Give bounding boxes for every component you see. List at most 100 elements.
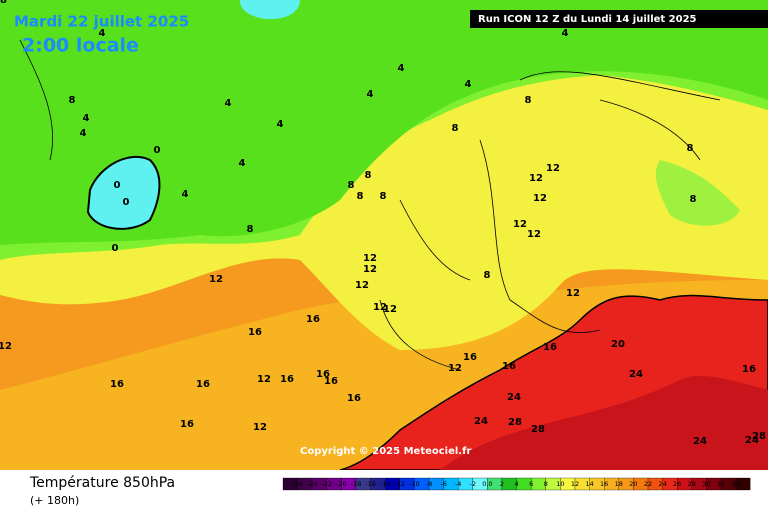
contour-label: 12 — [513, 219, 527, 230]
legend-label: 8 — [544, 480, 548, 488]
contour-label: 12 — [566, 288, 580, 299]
contour-label: 12 — [209, 274, 223, 285]
legend-label: -12 — [394, 480, 405, 488]
contour-label: 8 — [247, 224, 254, 235]
legend-label: -24 — [307, 480, 318, 488]
contour-label: 24 — [745, 435, 759, 446]
run-info: Run ICON 12 Z du Lundi 14 juillet 2025 — [478, 14, 697, 25]
legend-label: -14 — [380, 480, 391, 488]
contour-label: 12 — [383, 304, 397, 315]
contour-label: 24 — [507, 392, 521, 403]
contour-label: 4 — [465, 79, 472, 90]
contour-label: 8 — [690, 194, 697, 205]
zone-cyan — [86, 155, 161, 230]
contour-label: 4 — [367, 89, 374, 100]
contour-label: 0 — [123, 197, 130, 208]
contour-label: 4 — [225, 98, 232, 109]
contour-label: 12 — [529, 173, 543, 184]
contour-label: 16 — [306, 314, 320, 325]
contour-label: 4 — [83, 113, 90, 124]
contour-label: 16 — [324, 376, 338, 387]
contour-label: 8 — [69, 95, 76, 106]
footer-lead: (+ 180h) — [30, 494, 79, 507]
contour-label: 16 — [248, 327, 262, 338]
contour-label: 12 — [0, 341, 12, 352]
legend-label: 12 — [571, 480, 579, 488]
contour-label: 0 — [112, 243, 119, 254]
contour-label: 16 — [280, 374, 294, 385]
contour-label: 16 — [463, 352, 477, 363]
legend-label: 30 — [702, 480, 710, 488]
legend-label: 10 — [556, 480, 564, 488]
legend-label: 18 — [615, 480, 623, 488]
contour-label: 16 — [316, 369, 330, 380]
legend-label: -8 — [426, 480, 432, 488]
legend-label: 14 — [585, 480, 593, 488]
footer — [0, 470, 768, 512]
contour-label: 12 — [363, 264, 377, 275]
legend-label: -2 — [470, 480, 476, 488]
contour-label: 16 — [180, 419, 194, 430]
contour-label: 24 — [693, 436, 707, 447]
contour-label: 16 — [196, 379, 210, 390]
legend-label: 24 — [658, 480, 666, 488]
contour-label: 12 — [363, 253, 377, 264]
legend-label: -10 — [409, 480, 420, 488]
contour-label: 12 — [373, 302, 387, 313]
zone-cyan-top — [240, 0, 300, 20]
copyright: Copyright © 2025 Meteociel.fr — [300, 446, 471, 457]
forecast-time: 2:00 locale — [22, 35, 139, 57]
contour-label: 4 — [182, 189, 189, 200]
contour-label: 28 — [531, 424, 545, 435]
legend-label: 2 — [500, 480, 504, 488]
legend-label: 20 — [629, 480, 637, 488]
contour-label: 12 — [527, 229, 541, 240]
zone-dark-red — [440, 375, 768, 470]
contour-label: 8 — [365, 170, 372, 181]
contour-label: 12 — [533, 193, 547, 204]
legend-label: 16 — [600, 480, 608, 488]
legend-label: 22 — [644, 480, 652, 488]
contour-label: 8 — [452, 123, 459, 134]
footer-title: Température 850hPa — [29, 475, 175, 491]
legend-label: -6 — [440, 480, 446, 488]
contour-label: 4 — [562, 28, 569, 39]
color-legend: -26 -24 -22 -20 -18 -16 -14 -12 -10 -8 -6 -4 -2 0.0 2 4… — [282, 477, 751, 491]
legend-label: 0.0 — [482, 480, 492, 488]
legend-label: -16 — [365, 480, 376, 488]
legend-label: 4 — [515, 480, 519, 488]
contour-label: 12 — [253, 422, 267, 433]
legend-label: -4 — [455, 480, 461, 488]
contour-label: 8 — [357, 191, 364, 202]
legend-label: -18 — [351, 480, 362, 488]
contour-label: 16 — [502, 361, 516, 372]
contour-label: 4 — [239, 158, 246, 169]
contour-label: 28 — [0, 0, 7, 6]
contour-label: 16 — [347, 393, 361, 404]
legend-label: 28 — [688, 480, 696, 488]
contour-label: 16 — [543, 342, 557, 353]
contour-label: 16 — [742, 364, 756, 375]
contour-label: 8 — [687, 143, 694, 154]
contour-label: 4 — [398, 63, 405, 74]
contour-label: 8 — [348, 180, 355, 191]
contour-label: 8 — [525, 95, 532, 106]
run-banner — [470, 10, 768, 28]
contour-label: 24 — [474, 416, 488, 427]
legend-label: 34 — [731, 480, 739, 488]
contour-label: 4 — [80, 128, 87, 139]
contour-label: 20 — [611, 339, 625, 350]
legend-label: -26 — [292, 480, 303, 488]
contour-label: 12 — [448, 363, 462, 374]
contour-label: 12 — [355, 280, 369, 291]
contour-label: 12 — [257, 374, 271, 385]
coastlines — [19, 39, 721, 371]
contour-label: 0 — [154, 145, 161, 156]
contour-label: 12 — [546, 163, 560, 174]
zone-light-green — [655, 160, 740, 226]
forecast-date: Mardi 22 juillet 2025 — [14, 13, 189, 31]
contour-label: 28 — [508, 417, 522, 428]
